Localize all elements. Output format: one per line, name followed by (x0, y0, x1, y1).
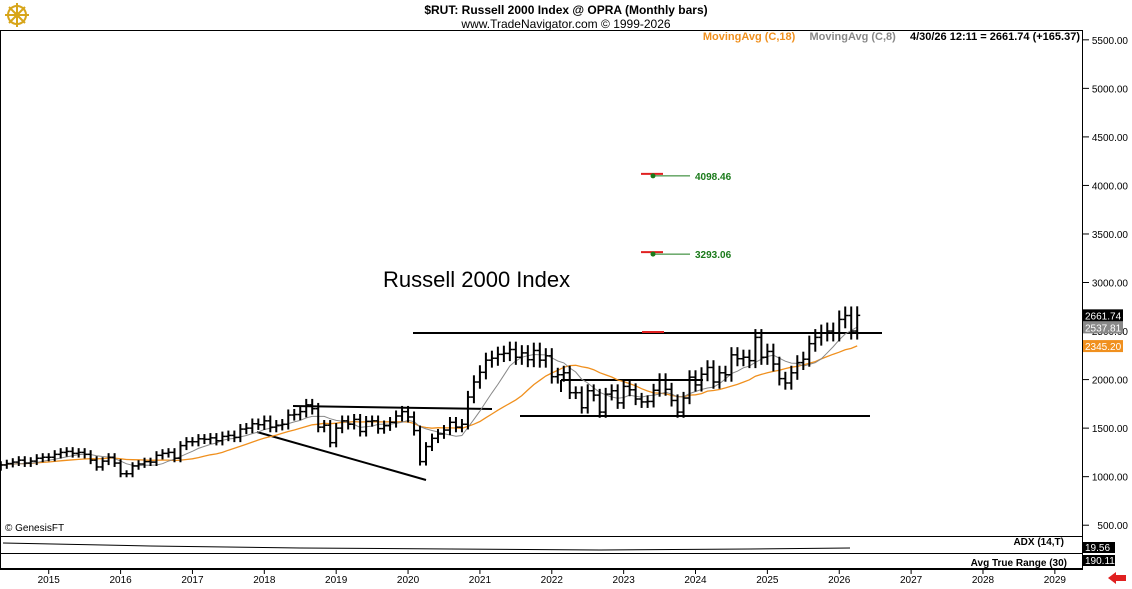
x-tick-label: 2015 (38, 575, 61, 586)
atr-label: Avg True Range (30) (971, 558, 1067, 569)
price-label-text: 2661.74 (1085, 311, 1122, 322)
y-tick-label: 1000.00 (1092, 473, 1129, 484)
y-tick-label: 4000.00 (1092, 181, 1129, 192)
pattern-lines (256, 332, 882, 481)
price-label-text: 2345.20 (1085, 342, 1122, 353)
y-tick-label: 4500.00 (1092, 133, 1129, 144)
x-tick-label: 2021 (469, 575, 492, 586)
chart-annotation: Russell 2000 Index (383, 267, 570, 292)
ma8-path (0, 326, 858, 467)
atr-panel-frame (0, 553, 1083, 569)
chart-title: $RUT: Russell 2000 Index @ OPRA (Monthly… (424, 3, 708, 17)
adx-line (2, 542, 851, 551)
price-targets: 4098.46 3293.06 (641, 172, 732, 261)
legend-ma18: MovingAvg (C,18) (702, 31, 796, 43)
y-tick-label: 500.00 (1097, 521, 1128, 532)
adx-value-bg (1083, 542, 1115, 553)
ma18-path (0, 345, 858, 466)
wedge-lower-line (256, 431, 427, 481)
x-tick-label: 2022 (541, 575, 564, 586)
atr-value: 190.11 (1085, 556, 1115, 567)
y-tick-label: 5000.00 (1092, 84, 1129, 95)
legend-ma8: MovingAvg (C,8) (809, 31, 896, 43)
x-tick-label: 2027 (900, 575, 923, 586)
legend: MovingAvg (C,18) MovingAvg (C,8) 4/30/26… (600, 31, 1080, 43)
target-dot (650, 173, 656, 179)
y-axis: 500.001000.001500.002000.002500.003000.0… (1083, 36, 1128, 532)
target-label: 4098.46 (695, 172, 732, 183)
ship-helm-icon[interactable] (5, 3, 29, 27)
price-label-bg (1083, 309, 1123, 322)
chart-subtitle: www.TradeNavigator.com © 1999-2026 (461, 17, 671, 31)
y-tick-label: 5500.00 (1092, 36, 1129, 47)
x-axis: 2015 2016 2017 2018 2019 2020 2021 2022 2023 2024… (38, 569, 1067, 586)
adx-panel-frame (0, 536, 1083, 554)
ma18-line (0, 345, 858, 466)
atr-value-bg (1083, 555, 1115, 566)
x-tick-label: 2016 (109, 575, 132, 586)
y-tick-label: 3500.00 (1092, 230, 1129, 241)
red-left-arrow-icon[interactable] (1108, 572, 1126, 584)
target-label: 3293.06 (695, 250, 732, 261)
ma8-line (0, 326, 858, 467)
target-dot (650, 251, 656, 257)
x-tick-label: 2020 (397, 575, 420, 586)
x-tick-label: 2029 (1044, 575, 1067, 586)
legend-quote: 4/30/26 12:11 = 2661.74 (+165.37) (909, 31, 1080, 43)
y-tick-label: 2000.00 (1092, 376, 1129, 387)
x-tick-label: 2018 (253, 575, 276, 586)
ohlc-bars (0, 306, 861, 478)
price-label-bg (1083, 321, 1123, 334)
y-tick-label: 3000.00 (1092, 279, 1129, 290)
copyright-text: © GenesisFT (5, 523, 64, 534)
wedge-upper-line (292, 405, 493, 410)
x-tick-label: 2019 (325, 575, 348, 586)
adx-label: ADX (14,T) (1013, 537, 1064, 548)
y-tick-label: 1500.00 (1092, 424, 1129, 435)
x-tick-label: 2024 (684, 575, 707, 586)
price-label-bg (1083, 340, 1123, 353)
x-tick-label: 2028 (972, 575, 995, 586)
x-tick-label: 2025 (756, 575, 779, 586)
x-tick-label: 2023 (613, 575, 636, 586)
price-label-text: 2537.81 (1085, 323, 1122, 334)
adx-value: 19.56 (1085, 543, 1110, 554)
x-tick-label: 2026 (828, 575, 851, 586)
x-tick-label: 2017 (181, 575, 204, 586)
